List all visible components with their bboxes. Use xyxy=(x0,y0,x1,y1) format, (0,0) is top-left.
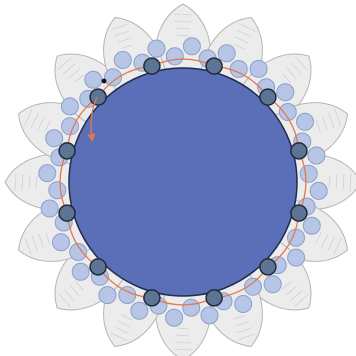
ring-bead xyxy=(165,308,184,327)
thread-start-dot xyxy=(101,78,107,84)
ring-bead xyxy=(113,51,132,69)
core-cabochon xyxy=(68,67,298,297)
ring-bead xyxy=(147,39,166,58)
ring-bead xyxy=(40,199,59,218)
anchor-bead xyxy=(259,258,277,276)
anchor-bead xyxy=(205,57,223,75)
ring-bead xyxy=(45,129,64,148)
anchor-bead xyxy=(205,289,223,307)
ring-bead xyxy=(165,47,184,66)
ring-bead xyxy=(48,181,67,200)
anchor-bead xyxy=(143,289,161,307)
ring-bead xyxy=(309,181,328,200)
arrow-down-icon xyxy=(87,96,98,142)
ring-bead xyxy=(182,37,201,56)
anchor-bead xyxy=(89,88,107,106)
anchor-bead xyxy=(259,88,277,106)
ring-bead xyxy=(104,68,122,87)
anchor-bead xyxy=(143,57,161,75)
ring-bead xyxy=(69,243,88,261)
ring-bead xyxy=(299,164,318,183)
ring-bead xyxy=(276,83,295,102)
ring-bead xyxy=(307,146,326,165)
ring-bead xyxy=(249,59,268,78)
ring-bead xyxy=(84,70,103,89)
ring-bead xyxy=(217,44,236,63)
ring-bead xyxy=(98,286,117,305)
ring-bead xyxy=(302,216,321,235)
anchor-bead xyxy=(290,142,308,160)
anchor-bead xyxy=(89,258,107,276)
ring-bead xyxy=(278,103,297,121)
ring-bead xyxy=(71,262,90,281)
ring-bead xyxy=(130,301,149,320)
ring-bead xyxy=(200,306,219,325)
anchor-bead-layer xyxy=(58,57,308,307)
ring-bead xyxy=(244,277,262,296)
ring-bead xyxy=(38,164,57,183)
thread-start-layer xyxy=(87,78,107,142)
ring-bead xyxy=(52,233,70,252)
anchor-bead xyxy=(58,142,76,160)
ring-bead xyxy=(296,112,314,131)
ring-bead xyxy=(182,298,201,317)
anchor-bead xyxy=(290,204,308,222)
anchor-bead xyxy=(58,204,76,222)
ring-bead xyxy=(60,97,79,116)
ring-bead xyxy=(234,295,253,313)
ring-bead xyxy=(263,275,282,294)
ring-bead xyxy=(287,248,306,267)
